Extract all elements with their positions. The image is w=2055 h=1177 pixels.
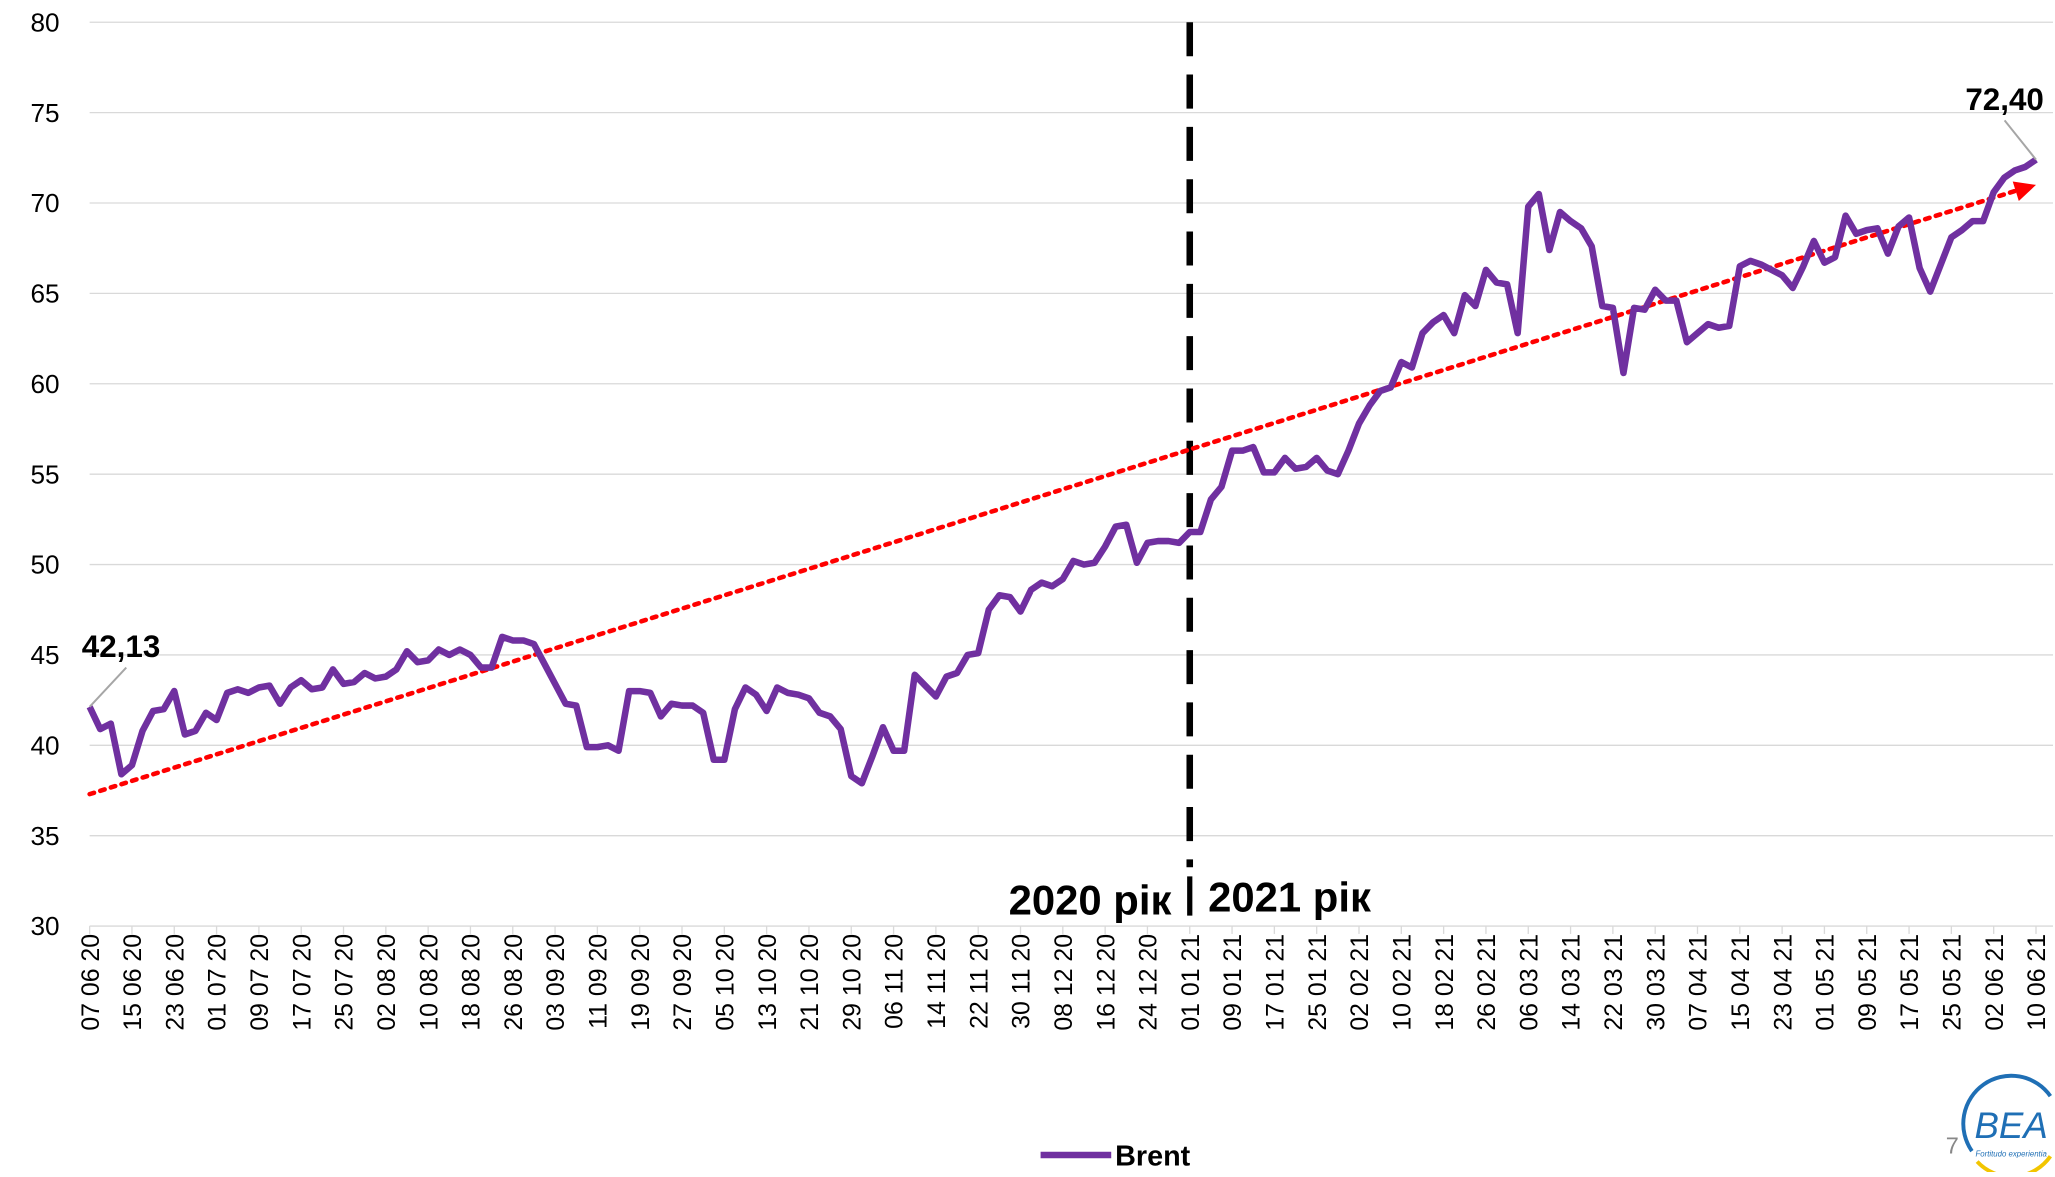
x-tick-label: 26 08 20	[501, 934, 528, 1031]
x-tick-label: 07 06 20	[78, 934, 105, 1031]
divider-label: 2021 рік	[1208, 874, 1371, 921]
grid: 30 35 40 45 50 55 60 65 70 75 80 07 06 20 15 06 20 23…	[30, 7, 2053, 1031]
x-tick-label: 03 09 20	[543, 934, 570, 1031]
y-tick-label: 75	[30, 98, 59, 128]
label-leader	[2003, 119, 2037, 161]
x-tick-label: 05 10 20	[712, 934, 739, 1031]
label-leader	[88, 666, 127, 708]
x-tick-label: 15 04 21	[1728, 934, 1755, 1031]
x-tick-label: 16 12 20	[1093, 934, 1120, 1031]
data-label: 72,40	[1965, 82, 2044, 117]
x-tick-label: 09 05 21	[1855, 934, 1882, 1031]
x-tick-label: 23 04 21	[1770, 934, 1797, 1031]
x-tick-label: 21 10 20	[797, 934, 824, 1031]
x-tick-label: 02 06 21	[1982, 934, 2009, 1031]
x-tick-label: 11 09 20	[586, 934, 613, 1029]
x-tick-label: 01 07 20	[205, 934, 232, 1031]
y-tick-label: 50	[30, 550, 59, 580]
logo: BEA Fortitudo experientia	[1961, 1073, 2052, 1177]
x-tick-label: 13 10 20	[755, 934, 782, 1031]
x-tick-label: 14 03 21	[1559, 934, 1586, 1031]
x-tick-label: 23 06 20	[162, 934, 189, 1031]
y-tick-label: 55	[30, 459, 59, 489]
logo-text: BEA	[1975, 1105, 2048, 1146]
x-tick-label: 06 03 21	[1516, 934, 1543, 1031]
x-tick-label: 09 01 21	[1220, 934, 1247, 1031]
x-tick-label: 10 08 20	[416, 934, 443, 1031]
x-tick-label: 29 10 20	[839, 934, 866, 1031]
x-tick-label: 17 05 21	[1897, 934, 1924, 1031]
x-tick-label: 06 11 20	[882, 934, 909, 1029]
trendline	[87, 187, 2020, 797]
x-tick-label: 18 02 21	[1432, 934, 1459, 1031]
x-tick-label: 02 08 20	[374, 934, 401, 1031]
y-tick-label: 70	[30, 188, 59, 218]
legend-label: Brent	[1115, 1140, 1191, 1172]
y-tick-label: 65	[30, 279, 59, 309]
plot: 2020 рік 2021 рік 42,13 72,40	[82, 22, 2044, 923]
logo-motto: Fortitudo experientia	[1975, 1149, 2047, 1158]
y-tick-label: 30	[30, 911, 59, 941]
logo-arc	[1961, 1073, 2052, 1153]
x-tick-label: 25 01 21	[1305, 934, 1332, 1031]
x-tick-label: 27 09 20	[670, 934, 697, 1031]
x-tick-label: 10 02 21	[1389, 934, 1416, 1031]
x-tick-label: 22 03 21	[1601, 934, 1628, 1031]
series-line	[86, 156, 2038, 787]
x-tick-label: 01 01 21	[1178, 934, 1205, 1031]
y-tick-label: 35	[30, 821, 59, 851]
x-tick-label: 15 06 20	[120, 934, 147, 1031]
page-number: 7	[1946, 1133, 1959, 1159]
y-tick-label: 60	[30, 369, 59, 399]
y-tick-label: 45	[30, 640, 59, 670]
x-tick-label: 10 06 21	[2024, 934, 2051, 1031]
data-label: 42,13	[82, 629, 161, 664]
divider-label: 2020 рік	[1009, 876, 1172, 923]
x-tick-label: 18 08 20	[459, 934, 486, 1031]
x-tick-label: 01 05 21	[1813, 934, 1840, 1031]
x-tick-label: 26 02 21	[1474, 934, 1501, 1031]
x-tick-label: 24 12 20	[1136, 934, 1163, 1031]
x-tick-label: 17 01 21	[1263, 934, 1290, 1031]
x-tick-label: 25 07 20	[332, 934, 359, 1031]
legend: Brent	[1040, 1140, 1191, 1172]
x-tick-label: 02 02 21	[1347, 934, 1374, 1031]
trend-arrow	[2012, 181, 2036, 202]
x-tick-label: 25 05 21	[1940, 934, 1967, 1031]
x-tick-label: 17 07 20	[289, 934, 316, 1031]
x-tick-label: 08 12 20	[1051, 934, 1078, 1031]
x-tick-label: 30 11 20	[1009, 934, 1036, 1029]
x-tick-label: 30 03 21	[1643, 934, 1670, 1031]
x-tick-label: 14 11 20	[924, 934, 951, 1029]
x-tick-label: 22 11 20	[966, 934, 993, 1029]
x-tick-label: 09 07 20	[247, 934, 274, 1031]
y-tick-label: 40	[30, 730, 59, 760]
x-tick-label: 07 04 21	[1686, 934, 1713, 1031]
x-tick-label: 19 09 20	[628, 934, 655, 1031]
y-tick-label: 80	[30, 7, 59, 37]
logo-arc	[1975, 1155, 2052, 1177]
